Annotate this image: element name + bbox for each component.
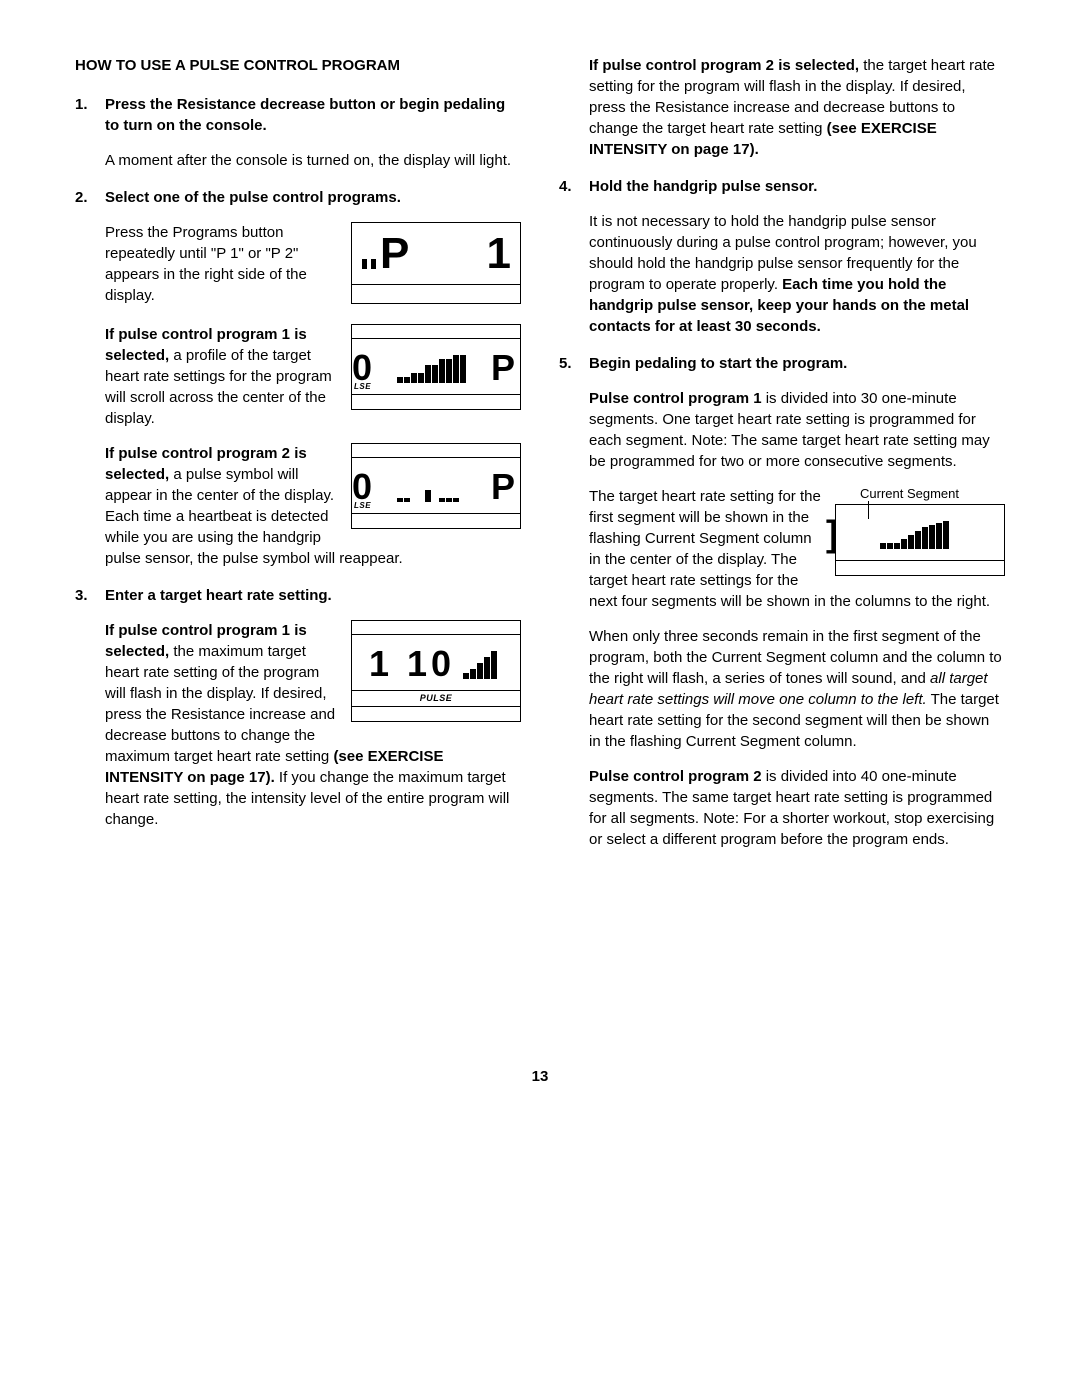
bars-110	[463, 649, 497, 679]
step-number: 5.	[559, 353, 572, 374]
lcd-figure-pulse-symbol: 0 P LSE	[351, 443, 521, 529]
step-number: 4.	[559, 176, 572, 197]
step-number: 1.	[75, 94, 88, 115]
paragraph: A moment after the console is turned on,…	[105, 150, 521, 171]
step-4: 4. Hold the handgrip pulse sensor. It is…	[559, 176, 1005, 337]
seg-partial-icon: ]	[826, 516, 837, 552]
callout-label: Current Segment	[860, 485, 959, 503]
bars-segment	[880, 519, 949, 549]
step-number: 2.	[75, 187, 88, 208]
paragraph: When only three seconds remain in the fi…	[589, 626, 1005, 752]
bars-pulse	[397, 472, 466, 502]
paragraph: Current Segment ] The target heart rate …	[589, 486, 1005, 612]
step-heading: Enter a target heart rate setting.	[105, 585, 521, 606]
left-column: HOW TO USE A PULSE CONTROL PROGRAM 1. Pr…	[75, 55, 521, 866]
step-3-continued: If pulse control program 2 is selected, …	[559, 55, 1005, 160]
lcd-figure-profile: 0 P LSE	[351, 324, 521, 410]
step-number: 3.	[75, 585, 88, 606]
step-1: 1. Press the Resistance decrease button …	[75, 94, 521, 171]
bars-profile	[397, 353, 466, 383]
paragraph: P 1 Press the Programs button repeatedly…	[105, 222, 521, 310]
step-heading: Begin pedaling to start the program.	[589, 353, 1005, 374]
lcd-figure-current-segment: Current Segment ]	[835, 504, 1005, 576]
step-5: 5. Begin pedaling to start the program. …	[559, 353, 1005, 850]
paragraph: 0 P LSE If pulse control program 2 is se…	[105, 443, 521, 569]
right-column: If pulse control program 2 is selected, …	[559, 55, 1005, 866]
paragraph: It is not necessary to hold the handgrip…	[589, 211, 1005, 337]
step-heading: Press the Resistance decrease button or …	[105, 94, 521, 136]
lcd-figure-p1: P 1	[351, 222, 521, 304]
step-heading: Select one of the pulse control programs…	[105, 187, 521, 208]
paragraph: 0 P LSE If pulse control program 1 is se…	[105, 324, 521, 429]
page-columns: HOW TO USE A PULSE CONTROL PROGRAM 1. Pr…	[75, 55, 1005, 866]
paragraph: 1 10 PULSE If pulse control program 1 is…	[105, 620, 521, 830]
step-heading: Hold the handgrip pulse sensor.	[589, 176, 1005, 197]
lcd-figure-110: 1 10 PULSE	[351, 620, 521, 722]
step-2: 2. Select one of the pulse control progr…	[75, 187, 521, 569]
step-3: 3. Enter a target heart rate setting. 1 …	[75, 585, 521, 830]
paragraph: If pulse control program 2 is selected, …	[589, 55, 1005, 160]
paragraph: Pulse control program 2 is divided into …	[589, 766, 1005, 850]
paragraph: Pulse control program 1 is divided into …	[589, 388, 1005, 472]
section-title: HOW TO USE A PULSE CONTROL PROGRAM	[75, 55, 521, 76]
page-number: 13	[75, 1066, 1005, 1087]
